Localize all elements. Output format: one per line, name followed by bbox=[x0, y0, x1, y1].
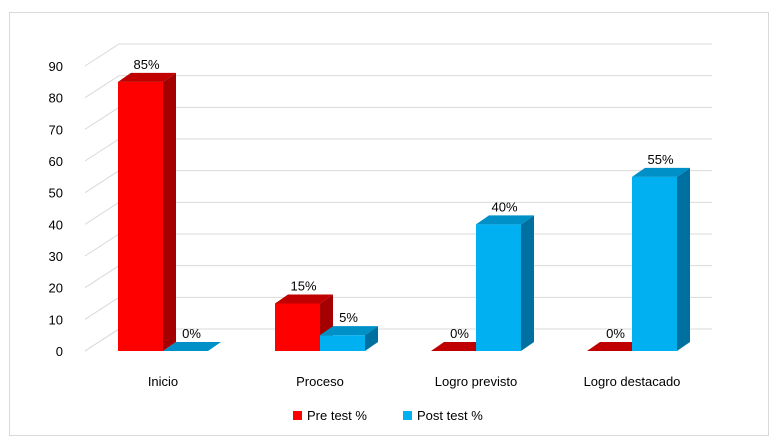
bar-top bbox=[275, 294, 333, 304]
bar-chart: 0 10 20 30 40 50 60 70 80 90 85% 0% 15% 5% 0% 40% 0% 55%… bbox=[49, 43, 712, 423]
data-labels: 85% 0% 15% 5% 0% 40% 0% 55% bbox=[133, 57, 673, 341]
y-tick-label: 20 bbox=[49, 281, 63, 296]
gridline bbox=[84, 43, 712, 67]
bars bbox=[118, 72, 690, 352]
gridline bbox=[84, 233, 712, 257]
y-tick-label: 80 bbox=[49, 91, 63, 106]
x-tick-label: Proceso bbox=[296, 374, 344, 389]
y-tick-label: 50 bbox=[49, 186, 63, 201]
data-label: 15% bbox=[290, 279, 316, 294]
legend-swatch bbox=[293, 411, 302, 420]
bar-top bbox=[320, 326, 378, 336]
bar bbox=[320, 326, 378, 351]
bar-top bbox=[163, 342, 221, 351]
bar-front bbox=[275, 303, 320, 351]
bar bbox=[632, 167, 690, 351]
gridline bbox=[84, 265, 712, 289]
legend: Pre test % Post test % bbox=[293, 408, 483, 423]
bar-top bbox=[587, 342, 645, 351]
bar-top bbox=[118, 72, 176, 82]
bar-side bbox=[521, 215, 534, 351]
bar bbox=[163, 342, 221, 351]
data-label: 0% bbox=[450, 326, 469, 341]
chart-area: 0 10 20 30 40 50 60 70 80 90 85% 0% 15% 5% 0% 40% 0% 55%… bbox=[9, 12, 769, 436]
bar-side bbox=[163, 72, 176, 352]
gridline bbox=[84, 296, 712, 320]
gridline bbox=[84, 170, 712, 194]
bar-top bbox=[476, 215, 534, 225]
bar bbox=[587, 342, 645, 351]
y-tick-label: 10 bbox=[49, 312, 63, 327]
legend-label: Post test % bbox=[417, 408, 483, 423]
bar-side bbox=[677, 167, 690, 351]
bar bbox=[118, 72, 176, 352]
x-tick-label: Logro destacado bbox=[584, 374, 681, 389]
data-label: 5% bbox=[339, 310, 358, 325]
gridline bbox=[84, 75, 712, 99]
gridline bbox=[84, 106, 712, 130]
y-tick-label: 30 bbox=[49, 249, 63, 264]
bar-top bbox=[632, 167, 690, 177]
bar-front bbox=[118, 81, 163, 351]
data-label: 40% bbox=[491, 199, 517, 214]
data-label: 85% bbox=[133, 57, 159, 72]
data-label: 0% bbox=[606, 326, 625, 341]
gridline bbox=[84, 201, 712, 225]
bar-front bbox=[476, 224, 521, 351]
data-label: 0% bbox=[182, 326, 201, 341]
data-label: 55% bbox=[647, 152, 673, 167]
gridline bbox=[84, 138, 712, 162]
legend-label: Pre test % bbox=[307, 408, 367, 423]
bar-side bbox=[365, 326, 378, 351]
y-tick-label: 60 bbox=[49, 154, 63, 169]
bar-top bbox=[431, 342, 489, 351]
bar-front bbox=[632, 176, 677, 351]
x-axis: Inicio Proceso Logro previsto Logro destaca… bbox=[148, 374, 681, 389]
y-axis: 0 10 20 30 40 50 60 70 80 90 bbox=[49, 59, 63, 359]
y-tick-label: 0 bbox=[56, 344, 63, 359]
gridlines bbox=[84, 43, 712, 352]
y-tick-label: 70 bbox=[49, 122, 63, 137]
x-tick-label: Logro previsto bbox=[435, 374, 517, 389]
floor-edge bbox=[84, 328, 120, 352]
legend-swatch bbox=[403, 411, 412, 420]
bar bbox=[431, 342, 489, 351]
bar-front bbox=[320, 335, 365, 351]
y-tick-label: 40 bbox=[49, 217, 63, 232]
y-tick-label: 90 bbox=[49, 59, 63, 74]
x-tick-label: Inicio bbox=[148, 374, 178, 389]
bar bbox=[476, 215, 534, 351]
